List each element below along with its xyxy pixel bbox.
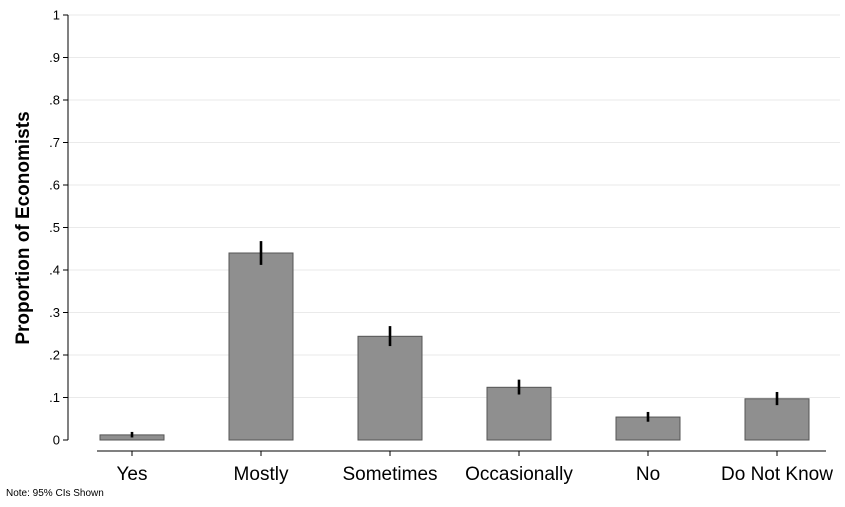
y-tick-label: .5 xyxy=(49,220,60,235)
x-tick-label: Yes xyxy=(117,464,148,485)
x-tick-label: Mostly xyxy=(234,464,289,485)
x-axis-category-labels: Yes Mostly Sometimes Occasionally No Do Not K… xyxy=(117,451,833,485)
y-tick-label: .7 xyxy=(49,135,60,150)
y-tick-label: .9 xyxy=(49,50,60,65)
chart-note: Note: 95% CIs Shown xyxy=(6,488,104,499)
y-tick-label: 0 xyxy=(53,433,60,448)
y-tick-label: .4 xyxy=(49,263,60,278)
y-axis-title: Proportion of Economists xyxy=(13,111,34,344)
y-tick-label: .3 xyxy=(49,305,60,320)
y-tick-label: .1 xyxy=(49,390,60,405)
bars xyxy=(99,252,810,441)
gridlines xyxy=(68,14,840,398)
x-tick-label: Occasionally xyxy=(465,464,573,485)
y-tick-label: .8 xyxy=(49,93,60,108)
x-tick-label: Do Not Know xyxy=(721,464,833,485)
y-tick-label: 1 xyxy=(53,8,60,23)
confidence-intervals xyxy=(130,241,779,438)
x-tick-label: Sometimes xyxy=(342,464,437,485)
y-axis-ticks: 0 .1 .2 .3 .4 .5 .6 .7 .8 .9 1 xyxy=(49,8,68,448)
bar xyxy=(357,335,423,441)
bar xyxy=(228,252,294,441)
y-tick-label: .6 xyxy=(49,178,60,193)
bar xyxy=(486,386,552,441)
y-tick-label: .2 xyxy=(49,348,60,363)
bar xyxy=(744,398,810,441)
x-tick-label: No xyxy=(636,464,660,485)
